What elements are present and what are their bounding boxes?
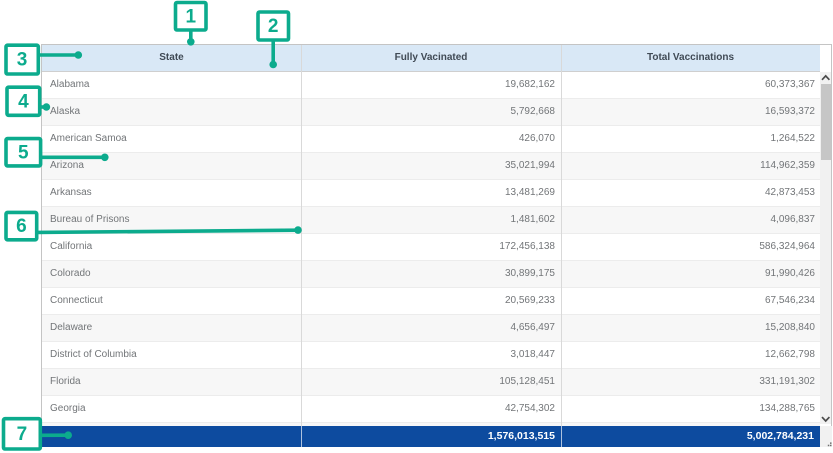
svg-text:7: 7 bbox=[17, 424, 28, 445]
svg-text:4: 4 bbox=[18, 91, 29, 112]
svg-text:2: 2 bbox=[268, 16, 279, 37]
svg-text:5: 5 bbox=[18, 142, 29, 163]
svg-text:1: 1 bbox=[186, 6, 197, 27]
svg-text:6: 6 bbox=[16, 216, 27, 237]
svg-text:3: 3 bbox=[17, 50, 28, 71]
